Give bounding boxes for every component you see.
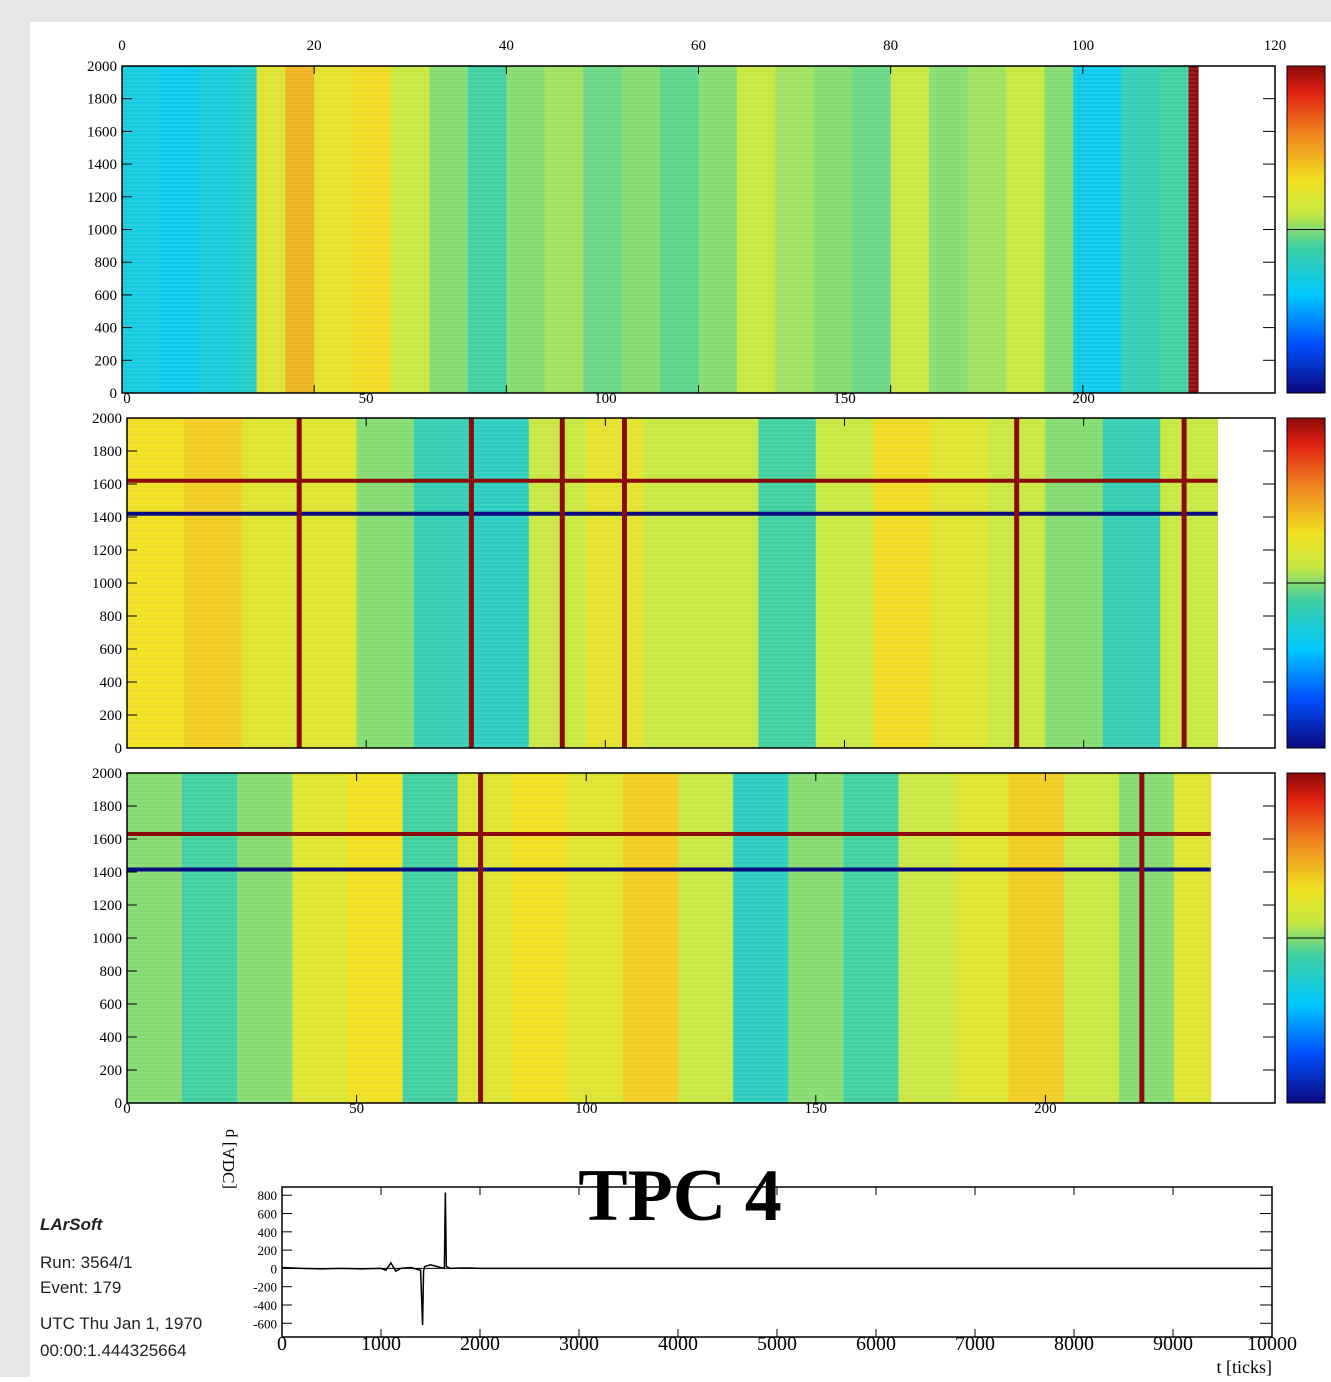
y-tick-label: 1600 — [92, 832, 122, 848]
tpc-title: TPC 4 — [578, 1155, 782, 1237]
x-tick-label: 9000 — [1153, 1333, 1193, 1355]
time-label: 00:00:1.444325664 — [40, 1341, 187, 1360]
run-label: Run: 3564/1 — [40, 1253, 133, 1272]
y-tick-label: -400 — [253, 1298, 277, 1313]
y-tick-label: 1600 — [87, 124, 117, 140]
y-tick-label: 1000 — [92, 931, 122, 947]
x-tick-label: 5000 — [757, 1333, 797, 1355]
x-tick-label: 50 — [359, 391, 374, 407]
x-tick-label: 100 — [575, 1101, 598, 1117]
y-tick-label: 1400 — [92, 510, 122, 526]
y-tick-label: 200 — [258, 1243, 278, 1258]
program-label: LArSoft — [40, 1215, 104, 1234]
y-tick-label: 600 — [100, 997, 123, 1013]
x-tick-label: 3000 — [559, 1333, 599, 1355]
x-tick-label: 100 — [1072, 38, 1095, 54]
x-tick-label: 80 — [883, 38, 898, 54]
x-tick-label: 10000 — [1247, 1333, 1297, 1355]
y-tick-label: 200 — [100, 708, 123, 724]
y-tick-label: 1200 — [87, 190, 117, 206]
waveform — [281, 1192, 1272, 1326]
x-tick-label: 8000 — [1054, 1333, 1094, 1355]
y-tick-label: 600 — [95, 288, 118, 304]
y-tick-label: 1600 — [92, 477, 122, 493]
y-tick-label: 600 — [100, 642, 123, 658]
y-tick-label: 2000 — [92, 411, 122, 427]
x-tick-label: 0 — [123, 391, 131, 407]
y-tick-label: 200 — [95, 353, 118, 369]
y-tick-label: 0 — [271, 1261, 278, 1276]
x-tick-label: 0 — [123, 1101, 131, 1117]
y-tick-label: 0 — [115, 1096, 123, 1112]
y-tick-label: 800 — [95, 255, 118, 271]
x-tick-label: 0 — [277, 1333, 287, 1355]
x-tick-label: 0 — [118, 38, 126, 54]
y-tick-label: 600 — [258, 1207, 278, 1222]
y-tick-label: 1400 — [92, 865, 122, 881]
y-tick-label: 1000 — [87, 223, 117, 239]
x-tick-label: 7000 — [955, 1333, 995, 1355]
x-tick-label: 1000 — [361, 1333, 401, 1355]
x-tick-label: 200 — [1072, 391, 1095, 407]
y-tick-label: 2000 — [92, 766, 122, 782]
x-tick-label: 2000 — [460, 1333, 500, 1355]
row-texture — [122, 66, 1199, 393]
y-tick-label: 400 — [100, 1030, 123, 1046]
y-axis-label: q [ADC] — [219, 1129, 238, 1189]
y-tick-label: 1000 — [92, 576, 122, 592]
x-tick-label: 150 — [833, 391, 856, 407]
y-tick-label: -200 — [253, 1280, 277, 1295]
y-tick-label: 400 — [258, 1225, 278, 1240]
y-tick-label: 0 — [110, 386, 118, 402]
x-tick-label: 6000 — [856, 1333, 896, 1355]
x-tick-label: 120 — [1264, 38, 1287, 54]
x-tick-label: 150 — [805, 1101, 828, 1117]
y-tick-label: 1200 — [92, 543, 122, 559]
y-tick-label: 1200 — [92, 898, 122, 914]
x-tick-label: 20 — [307, 38, 322, 54]
row-texture — [127, 418, 1218, 748]
x-tick-label: 4000 — [658, 1333, 698, 1355]
y-tick-label: 1400 — [87, 157, 117, 173]
y-tick-label: 400 — [100, 675, 123, 691]
y-tick-label: 400 — [95, 321, 118, 337]
y-tick-label: 1800 — [87, 92, 117, 108]
y-tick-label: 800 — [100, 964, 123, 980]
y-tick-label: 800 — [100, 609, 123, 625]
y-tick-label: 200 — [100, 1063, 123, 1079]
x-tick-label: 60 — [691, 38, 706, 54]
y-tick-label: 2000 — [87, 59, 117, 75]
y-tick-label: 0 — [115, 741, 123, 757]
x-tick-label: 50 — [349, 1101, 364, 1117]
plot-bg — [222, 1187, 1272, 1337]
y-tick-label: 1800 — [92, 799, 122, 815]
date-label: UTC Thu Jan 1, 1970 — [40, 1314, 202, 1333]
y-tick-label: -600 — [253, 1316, 277, 1331]
event-label: Event: 179 — [40, 1278, 121, 1297]
row-texture — [127, 773, 1211, 1103]
y-tick-label: 800 — [258, 1188, 278, 1203]
x-tick-label: 100 — [594, 391, 617, 407]
x-tick-label: 200 — [1034, 1101, 1057, 1117]
y-tick-label: 1800 — [92, 444, 122, 460]
x-axis-label: t [ticks] — [1217, 1357, 1273, 1377]
x-tick-label: 40 — [499, 38, 514, 54]
